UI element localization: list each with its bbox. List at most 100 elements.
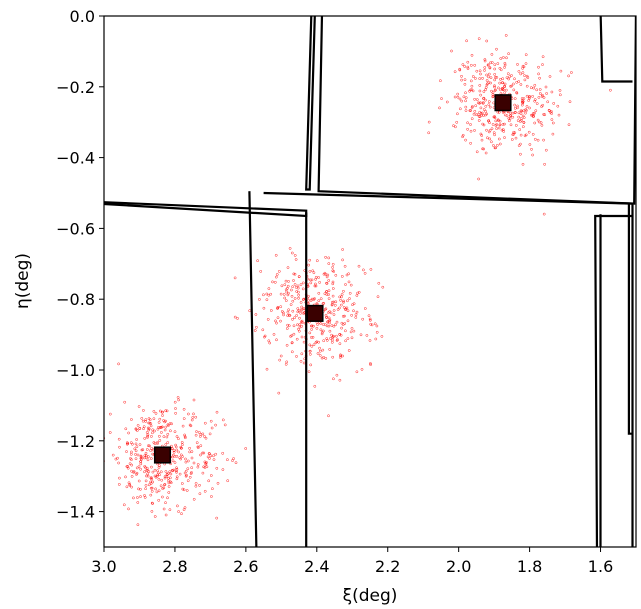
scatter-point [475, 69, 479, 73]
scatter-point [342, 289, 345, 293]
scatter-point [287, 308, 290, 312]
scatter-point [128, 483, 132, 487]
scatter-point [427, 120, 431, 124]
scatter-point [143, 454, 147, 457]
scatter-point [177, 450, 180, 454]
footprint-outline [104, 201, 308, 218]
scatter-point [168, 422, 172, 425]
scatter-point [166, 432, 170, 436]
scatter-point [152, 441, 156, 444]
scatter-point [550, 118, 554, 121]
plot-area [104, 16, 636, 547]
scatter-point [302, 340, 306, 344]
scatter-point [490, 89, 493, 93]
scatter-point [181, 443, 184, 447]
scatter-point [513, 77, 516, 81]
scatter-point [486, 136, 489, 140]
scatter-point [310, 336, 313, 339]
scatter-point [290, 251, 294, 255]
footprint-outline [305, 16, 316, 191]
scatter-point [196, 463, 200, 466]
scatter-point [136, 496, 139, 499]
scatter-point [547, 108, 551, 112]
scatter-point [341, 248, 344, 251]
scatter-point [480, 134, 484, 137]
scatter-point [182, 488, 186, 492]
scatter-point [318, 346, 321, 350]
scatter-point [558, 93, 562, 97]
scatter-point [515, 80, 519, 84]
scatter-point [158, 439, 162, 442]
scatter-point [542, 113, 546, 116]
scatter-point [192, 461, 196, 465]
scatter-point [142, 409, 145, 412]
scatter-point [286, 266, 290, 269]
scatter-point [338, 295, 342, 299]
scatter-point [312, 343, 316, 347]
scatter-point [194, 482, 198, 485]
scatter-point [473, 109, 477, 113]
scatter-point [122, 503, 126, 507]
scatter-point [173, 430, 177, 434]
scatter-point [542, 96, 546, 99]
scatter-point [151, 431, 154, 435]
scatter-point [330, 333, 333, 337]
scatter-point [377, 281, 381, 285]
scatter-point [570, 71, 573, 74]
scatter-point [273, 280, 277, 284]
scatter-point [524, 111, 527, 115]
scatter-point [174, 411, 177, 415]
scatter-point [180, 512, 183, 516]
scatter-point [201, 471, 205, 475]
scatter-point [534, 109, 538, 113]
scatter-point [223, 423, 227, 427]
scatter-point [352, 309, 355, 313]
scatter-point [501, 111, 505, 114]
scatter-point [315, 302, 319, 305]
scatter-point [483, 69, 486, 72]
scatter-point [297, 290, 300, 294]
scatter-point [279, 305, 283, 309]
y-axis-label: η(deg) [13, 253, 33, 309]
scatter-point [146, 436, 149, 439]
scatter-point [491, 93, 495, 97]
scatter-point [338, 306, 341, 310]
scatter-point [164, 501, 167, 505]
scatter-point [233, 276, 237, 280]
scatter-point [202, 451, 206, 455]
scatter-point [503, 122, 506, 126]
scatter-point [111, 453, 115, 457]
scatter-point [363, 307, 367, 310]
scatter-point [456, 92, 460, 96]
scatter-point [307, 370, 311, 374]
scatter-point [427, 131, 431, 135]
scatter-point [182, 508, 186, 512]
scatter-point [296, 307, 300, 310]
scatter-point [319, 297, 323, 301]
scatter-point [180, 441, 184, 444]
scatter-point [159, 470, 163, 474]
scatter-point [170, 444, 173, 448]
scatter-point [488, 66, 492, 70]
scatter-point [510, 84, 513, 88]
scatter-point [466, 60, 470, 64]
scatter-point [211, 487, 214, 491]
scatter-point [531, 95, 534, 98]
scatter-point [341, 354, 344, 358]
scatter-point [108, 412, 112, 416]
scatter-point [174, 407, 177, 410]
scatter-point [493, 73, 497, 76]
scatter-point [175, 466, 178, 470]
scatter-point [175, 470, 178, 474]
scatter-point [159, 484, 163, 488]
scatter-point [477, 177, 480, 181]
scatter-point [125, 441, 129, 445]
scatter-point [137, 479, 141, 483]
scatter-point [498, 142, 502, 146]
scatter-point [478, 84, 482, 87]
scatter-point [511, 115, 515, 119]
scatter-point [140, 456, 143, 460]
scatter-point [214, 452, 218, 456]
scatter-point [324, 255, 327, 259]
